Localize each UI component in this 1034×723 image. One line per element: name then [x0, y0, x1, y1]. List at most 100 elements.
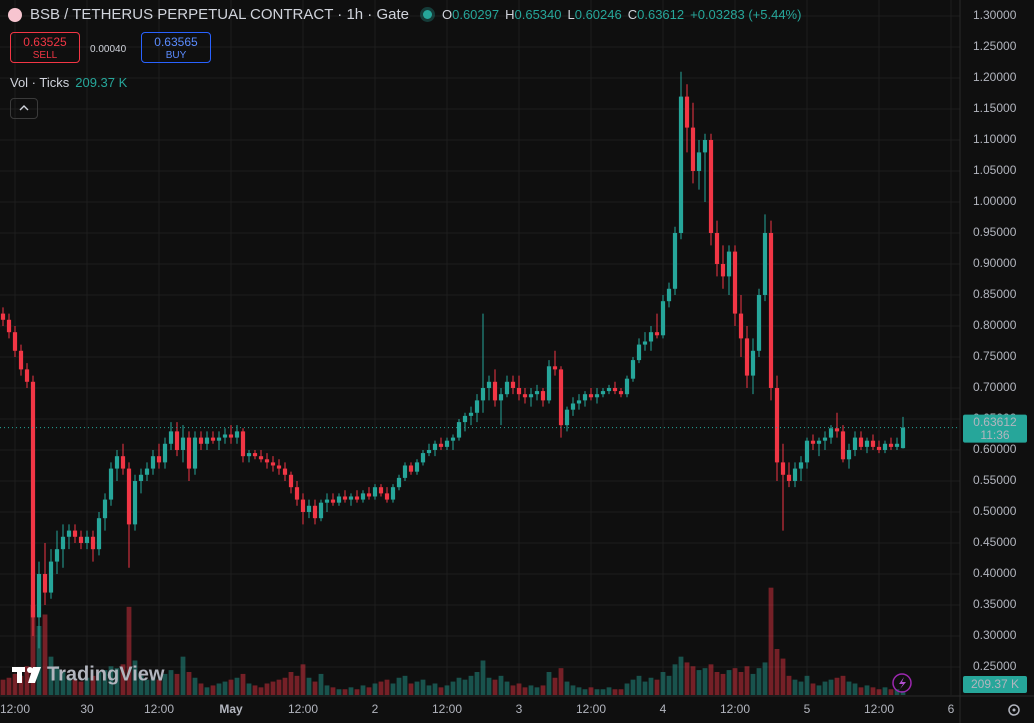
candle-body — [132, 480, 138, 525]
volume-bar — [444, 685, 450, 695]
price-tag — [963, 414, 1027, 443]
volume-bar — [528, 685, 534, 695]
buy-price: 0.63565 — [154, 35, 198, 49]
candle-body — [870, 440, 876, 447]
volume-bar — [168, 670, 174, 695]
y-tick-label: 1.30000 — [973, 8, 1017, 22]
volume-bar — [768, 587, 774, 695]
volume-bar — [822, 681, 828, 695]
candle-body — [204, 437, 210, 444]
candle-body — [102, 499, 108, 519]
candle-body — [792, 468, 798, 481]
volume-bar — [126, 606, 132, 695]
candle-body — [858, 437, 864, 447]
volume-bar — [156, 679, 162, 695]
volume-tag-label: 209.37 K — [971, 677, 1019, 691]
y-tick-label: 1.25000 — [973, 39, 1017, 53]
volume-bar — [684, 662, 690, 695]
candle-body — [144, 468, 150, 475]
symbol-title[interactable]: BSB / TETHERUS PERPETUAL CONTRACT · 1h ·… — [30, 6, 409, 23]
volume-bar — [732, 668, 738, 695]
sell-price: 0.63525 — [23, 35, 67, 49]
volume-bar — [300, 664, 306, 695]
candle-body — [540, 391, 546, 401]
candle-body — [48, 561, 54, 593]
candle-body — [696, 152, 702, 171]
volume-bar — [270, 681, 276, 695]
volume-bar — [36, 626, 42, 695]
volume-bar — [552, 677, 558, 695]
candle-body — [768, 232, 774, 388]
volume-bar — [870, 687, 876, 695]
volume-bar — [558, 668, 564, 695]
candle-body — [120, 456, 126, 469]
sell-button[interactable]: 0.63525 SELL — [10, 32, 80, 63]
volume-bar — [888, 689, 894, 695]
volume-bar — [876, 689, 882, 695]
volume-bar — [474, 672, 480, 695]
ohlc-key: C — [627, 7, 638, 22]
volume-bar — [72, 679, 78, 695]
candle-body — [804, 440, 810, 463]
candle-body — [300, 499, 306, 512]
volume-bar — [324, 685, 330, 695]
volume-bar — [840, 675, 846, 695]
collapse-button[interactable] — [10, 98, 38, 119]
sell-label: SELL — [32, 50, 58, 61]
volume-bar — [120, 664, 126, 695]
candle-body — [354, 496, 360, 500]
candle-body — [504, 381, 510, 395]
volume-bar — [234, 677, 240, 695]
volume-bar — [672, 664, 678, 695]
volume-bar — [294, 675, 300, 695]
candle-body — [888, 443, 894, 447]
volume-value: 209.37 K — [75, 75, 128, 90]
volume-bar — [714, 672, 720, 695]
candle-body — [522, 394, 528, 398]
volume-bar — [600, 689, 606, 695]
candle-body — [168, 431, 174, 444]
candle-body — [366, 493, 372, 497]
candle-body — [186, 437, 192, 469]
candle-body — [312, 505, 318, 519]
candle-body — [432, 443, 438, 450]
volume-bar — [102, 670, 108, 695]
candle-body — [834, 428, 840, 432]
volume-bar — [612, 689, 618, 695]
candle-body — [900, 427, 906, 449]
volume-bar — [66, 677, 72, 695]
candle-body — [492, 381, 498, 401]
candle-body — [216, 437, 222, 441]
volume-bar — [216, 683, 222, 695]
candle-body — [534, 391, 540, 395]
volume-bar — [426, 685, 432, 695]
candle-body — [570, 403, 576, 410]
volume-bar — [648, 677, 654, 695]
y-tick-label: 0.25000 — [973, 659, 1017, 673]
candle-body — [318, 502, 324, 519]
spread: 0.00040 — [90, 44, 127, 55]
candle-body — [714, 232, 720, 264]
volume-bar — [546, 672, 552, 695]
price-tag-countdown: 11:36 — [980, 428, 1009, 442]
market-status — [422, 10, 432, 19]
settings-icon[interactable] — [1008, 704, 1020, 716]
volume-bar — [114, 668, 120, 695]
candle-body — [864, 440, 870, 447]
replay-icon[interactable] — [892, 673, 912, 693]
volume-bar — [852, 683, 858, 695]
candle-body — [678, 96, 684, 233]
volume-bar — [492, 679, 498, 695]
price-tag-label: 0.63612 — [973, 415, 1017, 429]
volume-bar — [258, 687, 264, 695]
volume-bar — [306, 677, 312, 695]
buy-button[interactable]: 0.63565 BUY — [141, 32, 211, 63]
volume-bar — [180, 656, 186, 695]
candle-body — [126, 468, 132, 525]
ohlc-value: 0.63612 — [637, 7, 685, 22]
volume-bar — [354, 689, 360, 695]
candle-body — [552, 366, 558, 370]
